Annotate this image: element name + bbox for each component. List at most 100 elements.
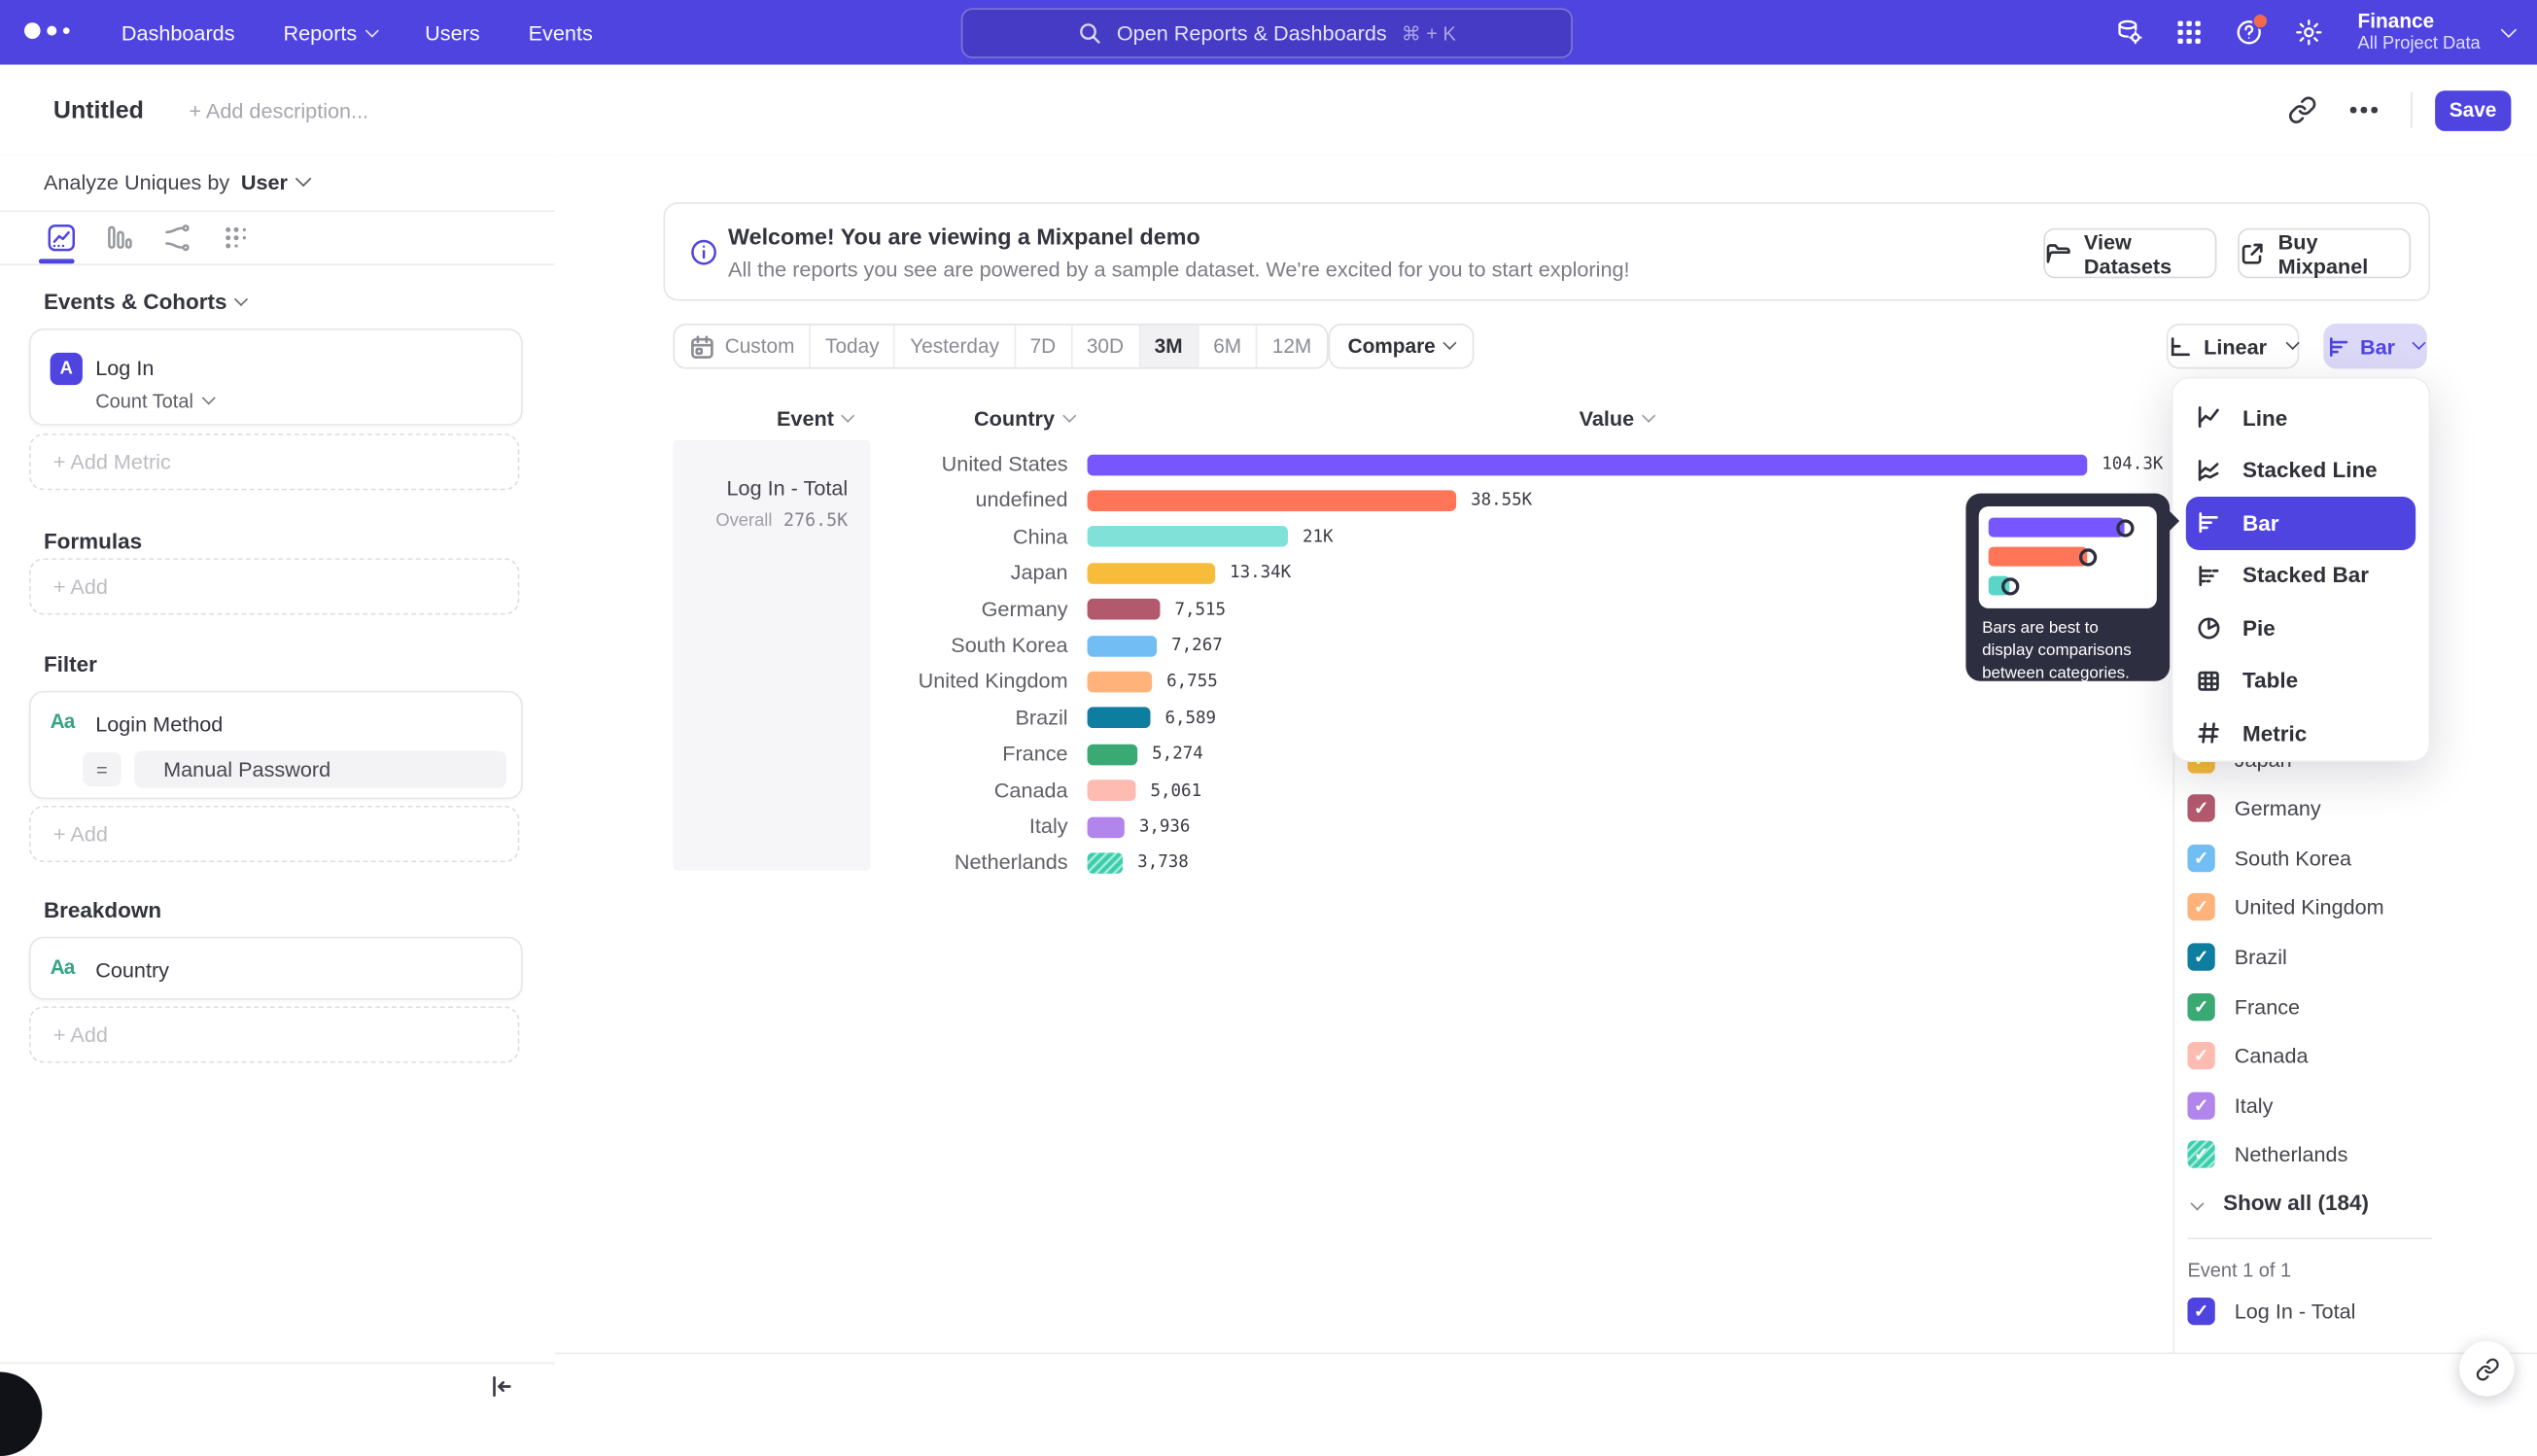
project-switcher[interactable]: Finance All Project Data <box>2358 10 2518 55</box>
legend-event-series[interactable]: ✓ Log In - Total <box>2187 1296 2355 1325</box>
insights-tab-icon[interactable] <box>47 224 76 253</box>
checkbox-checked-icon[interactable]: ✓ <box>2187 844 2215 872</box>
date-range-30d[interactable]: 30D <box>1072 325 1140 367</box>
date-range-yesterday[interactable]: Yesterday <box>895 325 1016 367</box>
copy-link-icon[interactable] <box>2287 95 2316 124</box>
help-icon[interactable] <box>2235 13 2269 47</box>
date-range-6m[interactable]: 6M <box>1199 325 1258 367</box>
date-range-custom[interactable]: Custom <box>675 325 812 367</box>
bar-united-states[interactable] <box>1087 454 2088 475</box>
checkbox-checked-icon[interactable]: ✓ <box>2187 1092 2215 1120</box>
scale-selector-button[interactable]: Linear <box>2166 323 2300 369</box>
collapse-sidebar-icon[interactable] <box>489 1373 515 1400</box>
legend-item-france[interactable]: ✓ France <box>2187 991 2300 1021</box>
chart-type-menu-item-pie[interactable]: Pie <box>2172 602 2428 654</box>
checkbox-checked-icon[interactable]: ✓ <box>2187 794 2215 822</box>
share-link-button[interactable] <box>2459 1340 2515 1397</box>
aggregation-selector[interactable]: Count Total <box>95 390 215 412</box>
value-column-header[interactable]: Value <box>1580 406 1656 431</box>
bar-undefined[interactable] <box>1087 490 1457 512</box>
checkbox-checked-icon[interactable]: ✓ <box>2187 943 2215 971</box>
legend-item-united-kingdom[interactable]: ✓ United Kingdom <box>2187 892 2384 921</box>
chart-type-menu-item-bar[interactable]: Bar <box>2185 497 2416 550</box>
chart-type-menu-item-table[interactable]: Table <box>2172 654 2428 707</box>
chart-type-menu-item-stacked-bar[interactable]: Stacked Bar <box>2172 549 2428 602</box>
chart-type-menu-item-line[interactable]: Line <box>2172 392 2428 444</box>
compare-button[interactable]: Compare <box>1328 323 1475 369</box>
country-column-header[interactable]: Country <box>974 406 1077 431</box>
checkbox-checked-icon[interactable]: ✓ <box>2187 1140 2215 1169</box>
checkbox-checked-icon[interactable]: ✓ <box>2187 1042 2215 1070</box>
add-formula-button[interactable]: + Add <box>28 558 520 615</box>
tooltip-ring-icon <box>2078 547 2098 566</box>
checkbox-checked-icon[interactable]: ✓ <box>2187 1297 2215 1325</box>
legend-item-brazil[interactable]: ✓ Brazil <box>2187 942 2287 971</box>
flows-tab-icon[interactable] <box>163 224 192 253</box>
chart-type-menu-item-metric[interactable]: Metric <box>2172 707 2428 759</box>
report-title[interactable]: Untitled <box>52 96 144 124</box>
series-panel[interactable]: Log In - Total Overall 276.5K <box>673 439 871 871</box>
bar-category-label: Netherlands <box>954 849 1068 875</box>
nav-item-reports[interactable]: Reports <box>283 20 379 45</box>
stacked-line-icon <box>2196 458 2222 484</box>
nav-item-events[interactable]: Events <box>528 19 593 45</box>
legend-show-all-button[interactable]: Show all (184) <box>2189 1191 2369 1215</box>
date-range-3m[interactable]: 3M <box>1139 325 1199 367</box>
legend-item-canada[interactable]: ✓ Canada <box>2187 1041 2309 1070</box>
bar-south-korea[interactable] <box>1087 635 1158 657</box>
legend-item-netherlands[interactable]: ✓ Netherlands <box>2187 1140 2347 1169</box>
search-placeholder: Open Reports & Dashboards <box>1116 20 1387 46</box>
bar-united-kingdom[interactable] <box>1087 671 1153 693</box>
bar-germany[interactable] <box>1087 599 1161 620</box>
nav-item-dashboards[interactable]: Dashboards <box>121 19 235 45</box>
add-filter-button[interactable]: + Add <box>28 805 520 863</box>
buy-mixpanel-button[interactable]: Buy Mixpanel <box>2238 227 2412 279</box>
chart-type-button[interactable]: Bar <box>2323 323 2427 369</box>
legend-item-south-korea[interactable]: ✓ South Korea <box>2187 844 2351 873</box>
nav-item-users[interactable]: Users <box>425 19 480 45</box>
add-breakdown-button[interactable]: + Add <box>28 1006 520 1063</box>
checkbox-checked-icon[interactable]: ✓ <box>2187 992 2215 1021</box>
date-range-today[interactable]: Today <box>811 325 896 367</box>
menu-item-label: Stacked Bar <box>2242 563 2369 588</box>
filter-operator[interactable]: = <box>82 752 122 786</box>
apps-grid-icon[interactable] <box>2174 17 2204 47</box>
analyze-by-selector[interactable]: User <box>241 170 312 194</box>
date-range-12m[interactable]: 12M <box>1271 334 1312 358</box>
add-description-field[interactable]: + Add description... <box>189 97 369 122</box>
filter-property-name[interactable]: Login Method <box>95 711 224 737</box>
event-card[interactable]: A Log In Count Total <box>28 328 523 426</box>
legend-item-germany[interactable]: ✓ Germany <box>2187 794 2321 823</box>
event-column-header[interactable]: Event <box>777 406 855 431</box>
bar-netherlands[interactable] <box>1087 852 1124 874</box>
global-search-button[interactable]: Open Reports & Dashboards ⌘ + K <box>960 8 1573 58</box>
bar-japan[interactable] <box>1087 563 1216 584</box>
table-icon <box>2196 668 2222 694</box>
bar-italy[interactable] <box>1087 816 1125 838</box>
save-button[interactable]: Save <box>2434 89 2512 130</box>
retention-tab-icon[interactable] <box>222 224 251 253</box>
settings-gear-icon[interactable] <box>2295 17 2324 47</box>
data-management-icon[interactable] <box>2115 17 2144 47</box>
events-cohorts-header[interactable]: Events & Cohorts <box>44 290 249 314</box>
checkbox-checked-icon[interactable]: ✓ <box>2187 893 2215 921</box>
bar-brazil[interactable] <box>1087 708 1151 729</box>
filter-card[interactable]: Aa Login Method = Manual Password <box>28 690 523 800</box>
view-datasets-button[interactable]: View Datasets <box>2043 227 2217 279</box>
add-metric-button[interactable]: + Add Metric <box>28 433 520 491</box>
filter-header: Filter <box>43 651 97 676</box>
more-options-button[interactable] <box>2340 90 2388 129</box>
bar-china[interactable] <box>1087 526 1288 548</box>
date-range-7d[interactable]: 7D <box>1016 325 1072 367</box>
mixpanel-logo-icon[interactable] <box>23 22 70 42</box>
bar-canada[interactable] <box>1087 780 1136 802</box>
event-name[interactable]: Log In <box>95 356 155 381</box>
funnels-tab-icon[interactable] <box>105 224 134 253</box>
filter-value[interactable]: Manual Password <box>134 750 507 788</box>
bar-france[interactable] <box>1087 744 1138 766</box>
chart-type-menu-item-stacked-line[interactable]: Stacked Line <box>2172 444 2428 497</box>
breakdown-property-name[interactable]: Country <box>95 957 169 983</box>
legend-item-italy[interactable]: ✓ Italy <box>2187 1091 2273 1120</box>
tooltip-ring-icon <box>2116 518 2135 537</box>
breakdown-card[interactable]: Aa Country <box>28 936 523 1000</box>
